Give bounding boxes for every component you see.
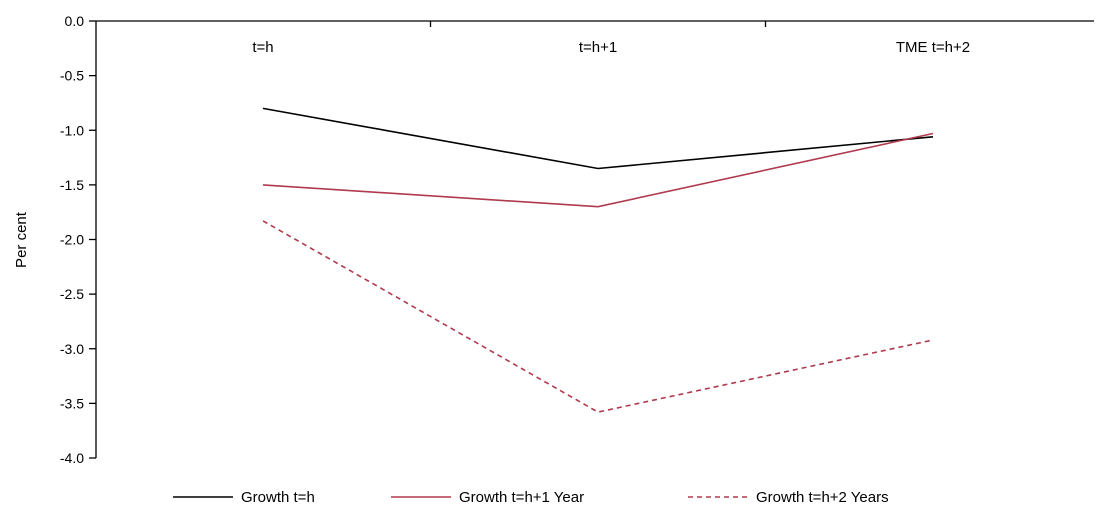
legend-label-2: Growth t=h+1 Year	[459, 489, 584, 506]
y-tick-label: -3.5	[60, 395, 84, 411]
legend-label-1: Growth t=h	[241, 489, 315, 506]
series-line-3	[262, 220, 934, 413]
y-axis-ticks: 0.0 -0.5 -1.0 -1.5 -2.0 -2.5 -3.0 -3.5 -4.0	[60, 13, 96, 466]
legend: Growth t=h Growth t=h+1 Year Growth t=h+2 …	[173, 489, 889, 506]
y-axis-title: Per cent	[13, 211, 30, 268]
y-tick-label: -1.5	[60, 177, 84, 193]
series-line-1	[262, 107, 934, 170]
y-tick-label: 0.0	[65, 13, 85, 29]
x-tick-label: t=h	[252, 39, 273, 56]
axes	[95, 20, 1094, 458]
y-tick-label: -1.0	[60, 122, 84, 138]
x-tick-label: TME t=h+2	[896, 39, 970, 56]
series-line-2	[262, 132, 934, 208]
x-tick-label: t=h+1	[579, 39, 617, 56]
y-tick-label: -2.0	[60, 232, 84, 248]
y-tick-label: -3.0	[60, 341, 84, 357]
x-axis-ticks: t=h t=h+1 TME t=h+2	[252, 21, 970, 56]
y-tick-label: -4.0	[60, 450, 84, 466]
series-lines	[262, 107, 934, 413]
y-tick-label: -2.5	[60, 286, 84, 302]
legend-label-3: Growth t=h+2 Years	[756, 489, 889, 506]
y-tick-label: -0.5	[60, 68, 84, 84]
